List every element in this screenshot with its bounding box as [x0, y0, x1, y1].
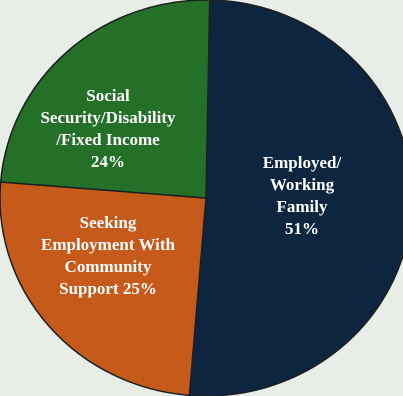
slice-label-line: Support 25% [59, 279, 157, 298]
slice-label-line: Working [270, 175, 335, 194]
slice-label-2: Seeking Employment With Community Support 2… [41, 213, 176, 298]
pie-slice-2 [0, 181, 207, 396]
slice-label-line: Family [277, 197, 328, 216]
slice-label-line: Community [65, 257, 152, 276]
slice-label-line: 24% [91, 152, 125, 171]
pie-slice-1 [188, 0, 403, 396]
slice-label-line: /Fixed Income [55, 130, 160, 149]
slice-label-line: 51% [285, 219, 319, 238]
slice-label-line: Seeking [80, 213, 137, 232]
pie-slice-3 [0, 0, 211, 199]
slice-label-line: Employment With [41, 235, 176, 254]
slice-label-line: Security/Disability [40, 108, 176, 127]
slice-label-3: Social Security/Disability/Fixed Income 24… [40, 86, 176, 171]
slice-label-1: Employed/Working Family 51% [263, 153, 342, 238]
slice-label-line: Employed/ [263, 153, 342, 172]
slice-label-line: Social [86, 86, 130, 105]
